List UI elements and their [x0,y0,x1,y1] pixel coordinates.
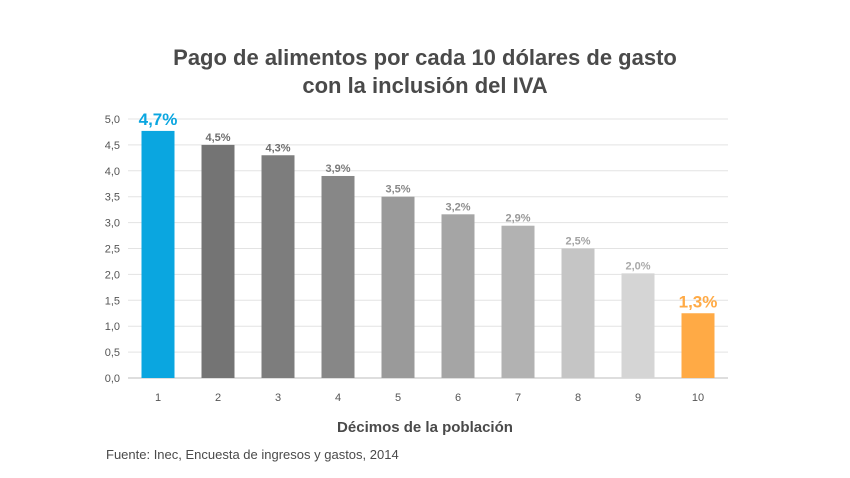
y-tick-label: 3,0 [105,218,120,230]
data-label: 2,0% [625,260,650,272]
data-label: 3,5% [385,184,410,196]
x-axis-title: Décimos de la población [337,419,513,436]
bar [621,273,655,378]
bar [441,214,475,378]
x-tick-label: 3 [275,392,281,404]
data-label: 4,3% [265,142,290,154]
x-tick-label: 5 [395,392,401,404]
x-tick-label: 8 [575,392,581,404]
data-label: 2,9% [505,213,530,225]
data-label: 4,5% [205,132,230,144]
data-label: 2,5% [565,236,590,248]
chart-title-line-2: con la inclusión del IVA [302,73,548,98]
data-label: 3,2% [445,201,470,213]
bar [501,225,535,378]
bar [561,248,595,378]
x-tick-label: 10 [692,392,704,404]
y-tick-label: 2,5 [105,244,120,256]
y-tick-label: 2,0 [105,269,120,281]
y-tick-label: 3,5 [105,192,120,204]
y-tick-label: 0,5 [105,347,120,359]
y-tick-label: 5,0 [105,114,120,126]
chart-title-line-1: Pago de alimentos por cada 10 dólares de… [173,45,677,70]
bar [261,155,295,378]
x-tick-label: 1 [155,392,161,404]
data-label: 1,3% [679,292,718,311]
y-tick-label: 1,0 [105,321,120,333]
y-tick-label: 1,5 [105,295,120,307]
y-tick-label: 4,5 [105,140,120,152]
y-tick-label: 4,0 [105,166,120,178]
x-tick-label: 9 [635,392,641,404]
bar [681,313,715,378]
data-label: 3,9% [325,163,350,175]
x-tick-label: 6 [455,392,461,404]
x-tick-label: 7 [515,392,521,404]
data-label: 4,7% [139,110,178,129]
bar [201,144,235,378]
bar [321,175,355,378]
x-tick-label: 4 [335,392,341,404]
source-note: Fuente: Inec, Encuesta de ingresos y gas… [106,447,399,462]
chart-title: Pago de alimentos por cada 10 dólares de… [0,44,850,100]
x-tick-label: 2 [215,392,221,404]
bar [381,196,415,378]
bar [141,130,175,378]
y-tick-label: 0,0 [105,373,120,385]
